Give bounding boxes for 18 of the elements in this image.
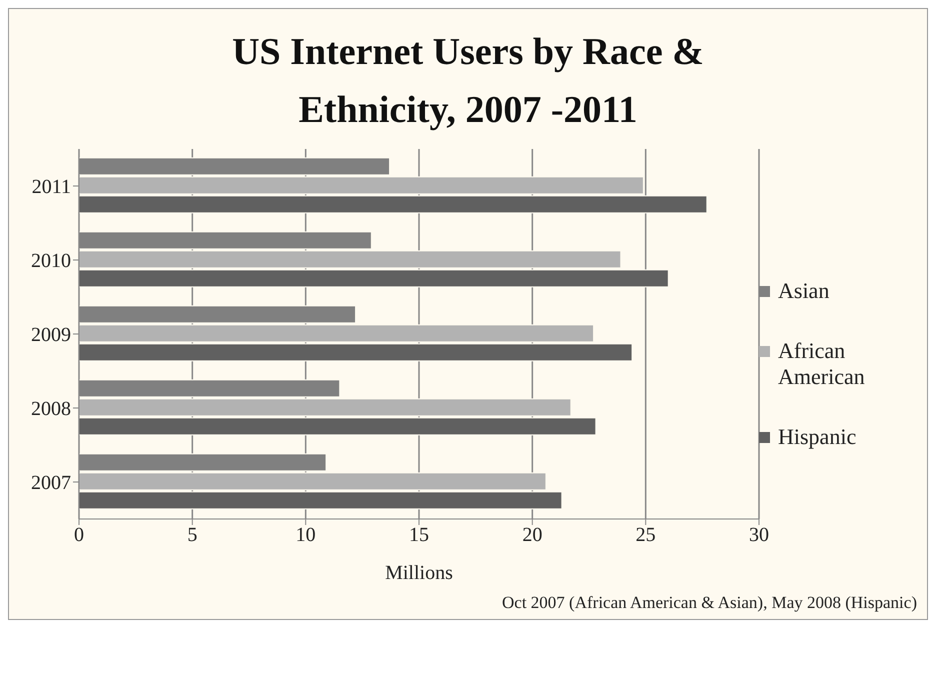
x-tick-label: 25	[636, 524, 656, 546]
y-tick-label: 2011	[32, 176, 71, 198]
y-tick-label: 2007	[31, 472, 71, 494]
y-tick-label: 2010	[31, 250, 71, 272]
chart-title: US Internet Users by Race & Ethnicity, 2007 -2011	[231, 30, 705, 133]
x-tick-label: 10	[296, 524, 316, 546]
text: Oct 2007 (African American & Asian), May 2008 (Hispanic)	[501, 593, 917, 613]
x-tick-label: 5	[187, 524, 198, 546]
x-tick-label: 0	[74, 524, 84, 546]
legend-label: Hispanic	[778, 424, 858, 450]
x-tick-label: 30	[749, 524, 769, 546]
y-tick-label: 2009	[31, 324, 71, 346]
legend-label: Asian	[778, 278, 830, 304]
legend-label: African American	[778, 338, 866, 390]
x-tick-label: 15	[409, 524, 429, 546]
y-tick-label: 2008	[31, 398, 71, 420]
x-axis-title: Millions	[385, 562, 454, 584]
x-tick-label: 20	[522, 524, 542, 546]
